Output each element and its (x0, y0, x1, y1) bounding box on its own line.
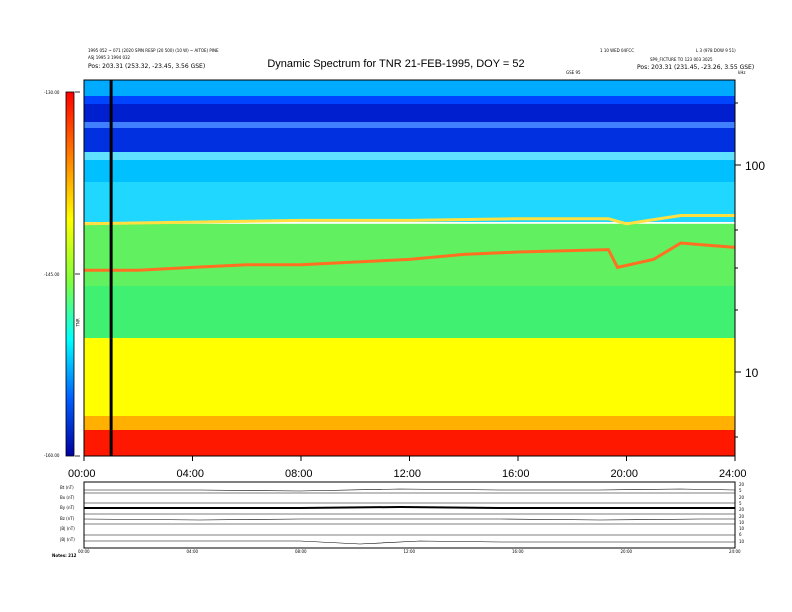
time-tick-label: 04:00 (176, 468, 205, 480)
bottom-panel-label: By (nT) (60, 505, 75, 510)
bottom-panel-label: Bt (nT) (60, 485, 74, 490)
bottom-axis-label: 00:00 (78, 549, 90, 554)
time-tick-label: 24:00 (719, 468, 747, 480)
bottom-panel-label: Bx (nT) (60, 495, 75, 500)
bottom-axis-label: 20:00 (620, 549, 633, 554)
bottom-panel-scale-label: 10 (739, 519, 745, 525)
freq-tick-label: 10 (745, 366, 759, 380)
colorbar-tick-label: -160.00 (44, 453, 60, 458)
bottom-axis-label: 08:00 (295, 549, 307, 554)
bottom-panel-label: Bz (nT) (60, 516, 75, 521)
info-right-line-4: Pos: 203.31 (231.45, -23.26, 3.55 GSE) (637, 64, 755, 71)
colorbar (65, 91, 75, 457)
upper-band-edge (83, 214, 735, 226)
colorbar-tick-label: -145.00 (44, 272, 60, 277)
time-tick-label: 16:00 (502, 468, 530, 480)
freq-tick-label: 100 (745, 159, 766, 173)
info-right-line-2: L 3 (978 DOW 9 51) (696, 48, 736, 53)
time-axis (83, 456, 736, 461)
bottom-panel-scale-label: 6 (739, 532, 742, 538)
time-tick-label: 00:00 (68, 468, 96, 480)
bottom-axis-label: 12:00 (403, 549, 416, 554)
spectrogram (83, 79, 736, 457)
time-tick-label: 12:00 (393, 468, 422, 480)
bottom-panel-scale-label: 10 (739, 538, 745, 544)
colorbar-unit: TNR (75, 318, 81, 327)
info-center: GSE 95 (566, 70, 581, 75)
freq-unit: kHz (738, 70, 746, 75)
info-right-line-3: SP9_FICTURE TO 123 003 3025 (650, 57, 713, 62)
info-right-line-1: 1 10 WED 04FCC (600, 48, 634, 53)
bottom-panel-label: |B| (nT) (60, 537, 75, 542)
bottom-panel-scale-label: 20 (739, 482, 745, 487)
bottom-panel-scale-label: 20 (739, 513, 745, 519)
bottom-panels (83, 481, 736, 549)
info-left-line-1: 1995 052 ~ 071 (2020 SPIN RESP (20 500) … (88, 48, 219, 53)
bottom-panel-scale-label: 5 (739, 500, 742, 506)
bottom-axis-label: 04:00 (186, 549, 199, 554)
footer-note: Notes: 212 (52, 553, 77, 558)
info-left-line-3: Pos: 203.31 (253.32, -23.45, 3.56 GSE) (88, 63, 206, 70)
bottom-axis-label: 24:00 (729, 549, 741, 554)
time-tick-label: 20:00 (610, 468, 639, 480)
info-left-line-2: ASJ 1995 3 1994 032 (88, 55, 131, 60)
bottom-panel-scale-label: 10 (739, 526, 745, 532)
chart-title: Dynamic Spectrum for TNR 21-FEB-1995, DO… (267, 58, 525, 70)
bottom-panel-scale-label: 5 (739, 488, 742, 494)
time-tick-label: 08:00 (285, 468, 313, 480)
colorbar-tick-label: -130.00 (44, 90, 60, 95)
bottom-axis-label: 16:00 (512, 549, 524, 554)
emission-line (84, 241, 736, 272)
bottom-panel-scale-label: 20 (739, 507, 745, 513)
bottom-panel-scale-label: 20 (739, 494, 745, 500)
bottom-panel-label: |B| (nT) (60, 526, 75, 531)
